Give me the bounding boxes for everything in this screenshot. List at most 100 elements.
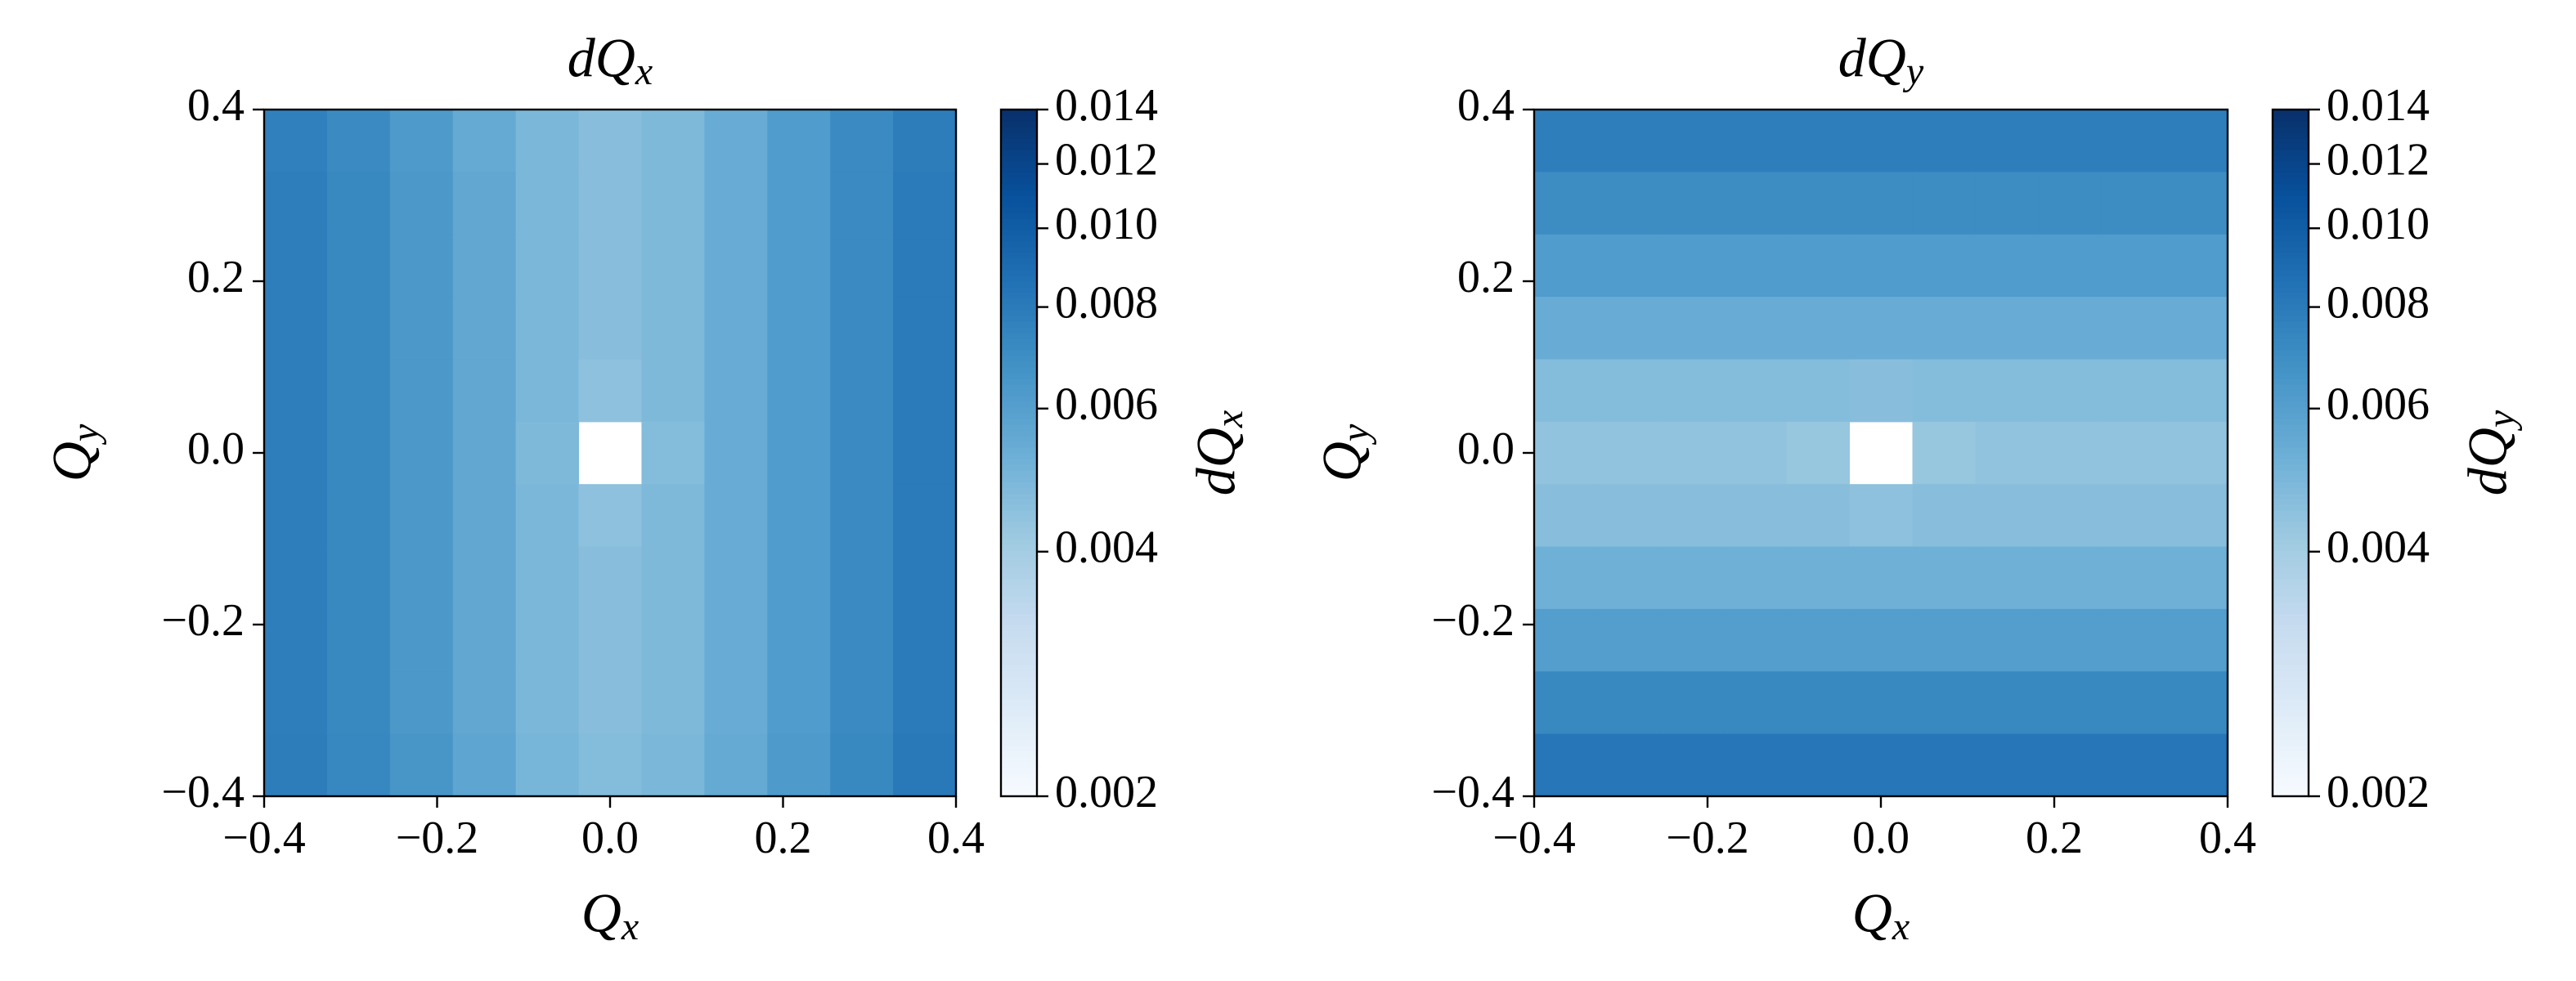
colorbar-slice	[1001, 327, 1037, 334]
heatmap-cell	[2038, 484, 2103, 548]
heatmap-cell	[264, 110, 328, 172]
heatmap-cell	[1786, 297, 1851, 361]
colorbar-slice	[2273, 573, 2309, 580]
heatmap-cell	[1534, 733, 1598, 797]
heatmap-cell	[1849, 110, 1914, 172]
heatmap-cell	[830, 733, 894, 797]
heatmap-cell	[830, 546, 894, 610]
colorbar-slice	[2273, 567, 2309, 574]
heatmap-cell	[578, 546, 643, 610]
colorbar-slice	[2273, 195, 2309, 202]
colorbar-slice	[2273, 504, 2309, 511]
colorbar-slice	[1001, 630, 1037, 637]
colorbar-slice	[1001, 121, 1037, 128]
heatmap-cell	[893, 671, 957, 735]
heatmap-cell	[264, 608, 328, 672]
heatmap-cell	[264, 359, 328, 423]
colorbar-slice	[2273, 407, 2309, 414]
colorbar-slice	[1001, 361, 1037, 368]
heatmap-cell	[641, 359, 705, 423]
colorbar-slice	[2273, 653, 2309, 660]
colorbar-slice	[2273, 401, 2309, 408]
colorbar-slice	[1001, 155, 1037, 162]
heatmap-cell	[1534, 608, 1598, 672]
heatmap-cell	[264, 297, 328, 361]
heatmap-cell	[1534, 234, 1598, 298]
colorbar-slice	[1001, 316, 1037, 322]
colorbar-slice	[2273, 636, 2309, 643]
colorbar-slice	[2273, 596, 2309, 602]
heatmap-cell	[1975, 297, 2040, 361]
heatmap-cell	[641, 110, 705, 172]
colorbar-slice	[1001, 144, 1037, 150]
heatmap-cell	[1597, 421, 1661, 485]
colorbar-slice	[1001, 607, 1037, 614]
y-tick-label: 0.0	[1457, 423, 1515, 474]
colorbar-slice	[2273, 361, 2309, 368]
heatmap-cell	[1849, 733, 1914, 797]
heatmap-cell	[830, 421, 894, 485]
colorbar-slice	[2273, 321, 2309, 328]
colorbar-slice	[2273, 144, 2309, 150]
heatmap-cell	[326, 733, 391, 797]
colorbar-slice	[2273, 344, 2309, 351]
heatmap-cell	[1786, 484, 1851, 548]
colorbar-slice	[2273, 556, 2309, 562]
heatmap-cell	[1849, 484, 1914, 548]
colorbar-slice	[2273, 659, 2309, 665]
colorbar-slice	[1001, 195, 1037, 202]
heatmap-cell	[452, 297, 517, 361]
colorbar-tick-label: 0.014	[1055, 80, 1158, 131]
heatmap-cell	[1597, 671, 1661, 735]
colorbar-slice	[1001, 390, 1037, 396]
heatmap-cell	[641, 421, 705, 485]
colorbar-slice	[2273, 630, 2309, 637]
heatmap-cell	[830, 172, 894, 235]
heatmap-cell	[389, 110, 454, 172]
heatmap-cell	[830, 234, 894, 298]
heatmap-cell	[767, 484, 831, 548]
colorbar-tick-label: 0.004	[2327, 522, 2430, 573]
heatmap-cell	[704, 234, 768, 298]
heatmap-cell	[1912, 234, 1977, 298]
colorbar-slice	[1001, 298, 1037, 305]
colorbar-slice	[1001, 424, 1037, 431]
colorbar-slice	[2273, 688, 2309, 694]
colorbar-label: dQy	[2457, 410, 2523, 495]
heatmap-cell	[2101, 421, 2165, 485]
colorbar-slice	[2273, 258, 2309, 265]
heatmap-cell	[578, 297, 643, 361]
heatmap-cell	[326, 546, 391, 610]
heatmap-cell	[2164, 110, 2228, 172]
colorbar-slice	[1001, 401, 1037, 408]
colorbar-slice	[2273, 544, 2309, 551]
heatmap-cell	[2038, 297, 2103, 361]
heatmap-cell	[326, 172, 391, 235]
heatmap-cell	[1975, 421, 2040, 485]
heatmap-cell	[1912, 608, 1977, 672]
colorbar-slice	[2273, 281, 2309, 288]
colorbar-slice	[1001, 659, 1037, 665]
heatmap-cell	[767, 110, 831, 172]
heatmap-cell	[2101, 172, 2165, 235]
heatmap-cell	[2164, 234, 2228, 298]
colorbar-slice	[2273, 150, 2309, 156]
heatmap-cell	[1786, 172, 1851, 235]
colorbar-tick-label: 0.008	[1055, 277, 1158, 328]
heatmap-cell	[578, 359, 643, 423]
colorbar-slice	[1001, 705, 1037, 711]
heatmap-cell	[830, 671, 894, 735]
colorbar-slice	[2273, 682, 2309, 688]
colorbar-slice	[1001, 172, 1037, 179]
heatmap-cell	[515, 671, 580, 735]
heatmap-cell	[326, 110, 391, 172]
colorbar-slice	[1001, 647, 1037, 654]
heatmap-cell	[704, 484, 768, 548]
x-tick-label: 0.4	[2199, 813, 2256, 863]
heatmap-cell	[326, 297, 391, 361]
colorbar-slice	[1001, 510, 1037, 517]
y-axis-label: Qy	[41, 423, 107, 482]
heatmap-cell	[2164, 359, 2228, 423]
heatmap-cell	[1849, 671, 1914, 735]
colorbar-slice	[1001, 739, 1037, 746]
